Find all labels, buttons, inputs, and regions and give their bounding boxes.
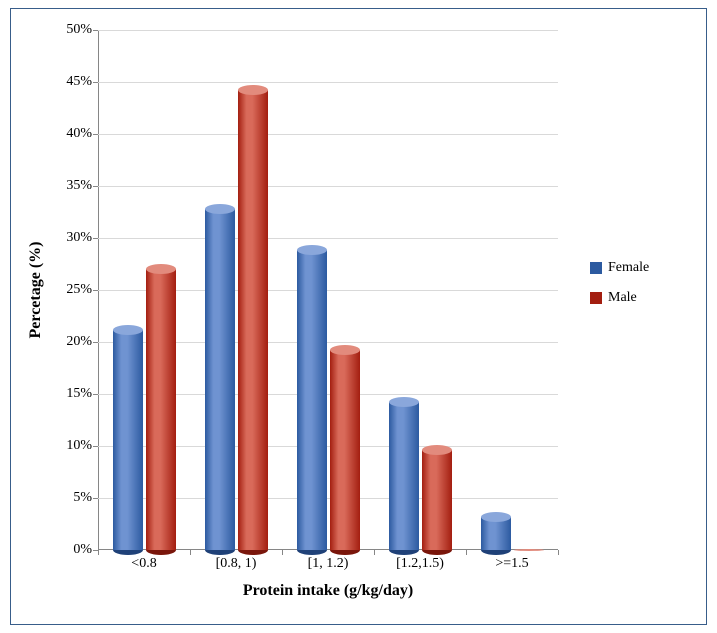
bar-cylinder (205, 209, 235, 550)
y-tick-label: 25% (66, 282, 98, 298)
bar-body (146, 269, 176, 550)
y-tick-label: 50% (66, 22, 98, 38)
gridline (98, 30, 558, 31)
bar-body (389, 402, 419, 550)
y-tick-label: 5% (73, 490, 98, 506)
x-tick-mark (466, 550, 467, 555)
y-tick-label: 30% (66, 230, 98, 246)
bar-cylinder (146, 269, 176, 550)
y-tick-label: 10% (66, 438, 98, 454)
y-tick-label: 15% (66, 386, 98, 402)
x-tick-mark (190, 550, 191, 555)
bar-cylinder (481, 517, 511, 550)
bar-cylinder (389, 402, 419, 550)
gridline (98, 134, 558, 135)
y-tick-label: 0% (73, 542, 98, 558)
bar-body (422, 450, 452, 550)
x-tick-mark (282, 550, 283, 555)
bar-top-cap (514, 549, 544, 551)
bar-cylinder (113, 330, 143, 550)
legend-swatch (590, 292, 602, 304)
legend-swatch (590, 262, 602, 274)
y-tick-label: 40% (66, 126, 98, 142)
bar-cylinder (330, 350, 360, 550)
bar-body (330, 350, 360, 550)
gridline (98, 238, 558, 239)
bar-top-cap (205, 204, 235, 214)
plot-area: 0%5%10%15%20%25%30%35%40%45%50%<0.8[0.8,… (98, 30, 558, 550)
bar-top-cap (146, 264, 176, 274)
bar-top-cap (481, 512, 511, 522)
y-tick-label: 20% (66, 334, 98, 350)
x-tick-mark (374, 550, 375, 555)
bar-top-cap (422, 445, 452, 455)
legend: Female Male (590, 260, 649, 320)
y-tick-label: 45% (66, 74, 98, 90)
bar-body (113, 330, 143, 550)
bar-body (205, 209, 235, 550)
y-axis-title: Percetage (%) (27, 242, 45, 339)
gridline (98, 82, 558, 83)
x-tick-mark (98, 550, 99, 555)
bar-body (297, 250, 327, 550)
bar-cylinder (297, 250, 327, 550)
legend-label: Female (608, 260, 649, 276)
bar-top-cap (113, 325, 143, 335)
bar-cylinder (238, 90, 268, 550)
x-axis-title: Protein intake (g/kg/day) (243, 582, 413, 600)
bar-body (238, 90, 268, 550)
legend-item: Male (590, 290, 649, 306)
gridline (98, 186, 558, 187)
x-tick-mark (558, 550, 559, 555)
y-tick-label: 35% (66, 178, 98, 194)
legend-item: Female (590, 260, 649, 276)
bar-cylinder (422, 450, 452, 550)
legend-label: Male (608, 290, 637, 306)
